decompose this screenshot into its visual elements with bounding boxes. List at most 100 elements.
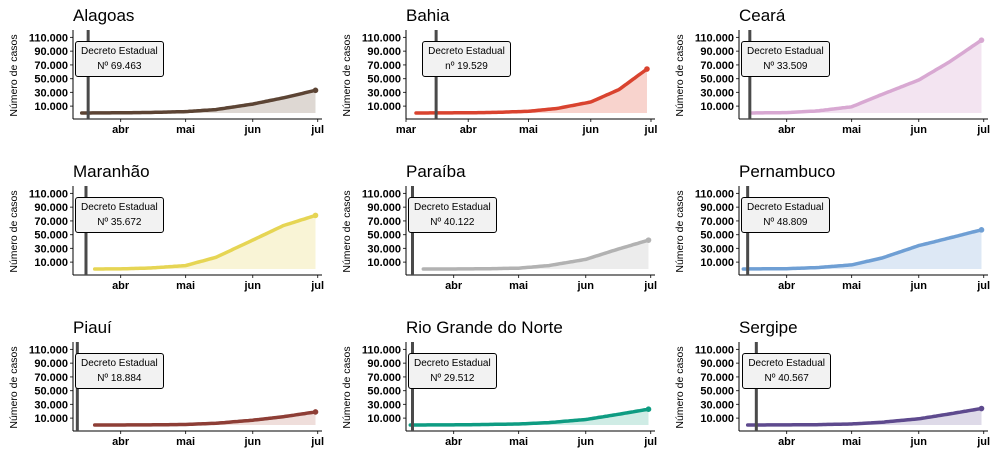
y-tick-label: 90.000 <box>700 46 734 58</box>
y-tick-label: 70.000 <box>367 216 401 228</box>
panel-title: Paraíba <box>406 162 466 181</box>
y-tick-label: 70.000 <box>700 216 734 228</box>
x-tick-label: abr <box>112 124 130 136</box>
decree-label: Decreto Estadual Nº 35.672 <box>75 197 164 233</box>
series-end-point <box>644 66 650 72</box>
series-end-point <box>978 227 985 233</box>
decree-label: Decreto Estadual Nº 18.884 <box>75 353 164 389</box>
decree-label: Decreto Estadual Nº 40.122 <box>408 197 497 233</box>
y-tick-label: 50.000 <box>700 386 734 398</box>
x-tick-label: jul <box>310 280 324 292</box>
x-tick-label: mai <box>842 436 861 448</box>
y-tick-label: 10.000 <box>700 413 734 425</box>
y-axis-label: Número de casos <box>674 346 686 428</box>
y-tick-label: 30.000 <box>700 399 734 411</box>
x-tick-label: mai <box>509 280 528 292</box>
y-tick-label: 110.000 <box>29 344 68 356</box>
y-tick-label: 10.000 <box>367 101 401 113</box>
y-tick-label: 50.000 <box>34 386 68 398</box>
decree-label: Decreto Estadual Nº 69.463 <box>75 41 164 77</box>
x-tick-label: mar <box>396 124 417 136</box>
x-tick-label: jul <box>644 124 658 136</box>
x-tick-label: jul <box>310 124 324 136</box>
x-tick-label: abr <box>112 436 130 448</box>
y-tick-label: 50.000 <box>34 230 68 242</box>
y-tick-label: 30.000 <box>367 243 401 255</box>
x-tick-label: abr <box>445 280 463 292</box>
x-tick-label: jun <box>909 280 927 292</box>
x-tick-label: abr <box>460 124 478 136</box>
y-tick-label: 90.000 <box>367 358 401 370</box>
panel-title: Piauí <box>73 318 112 337</box>
x-tick-label: mai <box>176 124 195 136</box>
y-tick-label: 90.000 <box>34 46 68 58</box>
panel-piaui: Piauí Número de casos 10.000 30.000 50.000 7… <box>0 312 332 468</box>
panel-title: Sergipe <box>739 318 798 337</box>
y-tick-label: 70.000 <box>700 60 734 72</box>
y-tick-label: 90.000 <box>367 46 401 58</box>
decree-number: Nº 40.567 <box>764 373 809 384</box>
y-tick-label: 30.000 <box>34 399 68 411</box>
x-tick-label: mai <box>519 124 538 136</box>
y-tick-label: 90.000 <box>34 202 68 214</box>
decree-number: Nº 18.884 <box>97 373 142 384</box>
x-tick-label: mai <box>842 280 861 292</box>
y-tick-label: 90.000 <box>367 202 401 214</box>
decree-number: nº 19.529 <box>445 61 488 72</box>
decree-number: Nº 35.672 <box>97 217 142 228</box>
y-axis-label: Número de casos <box>8 346 20 428</box>
decree-title: Decreto Estadual <box>81 202 158 213</box>
y-tick-label: 50.000 <box>700 230 734 242</box>
x-tick-label: jun <box>581 124 599 136</box>
y-tick-label: 50.000 <box>367 230 401 242</box>
series-line <box>750 38 984 115</box>
y-tick-label: 50.000 <box>367 74 401 86</box>
decree-number: Nº 29.512 <box>430 373 475 384</box>
x-tick-label: jul <box>310 436 324 448</box>
y-tick-label: 110.000 <box>362 32 401 44</box>
series-area <box>410 409 649 425</box>
series-area <box>747 408 982 425</box>
series-area <box>94 215 316 269</box>
panel-sergipe: Sergipe Número de casos 10.000 30.000 50.00… <box>666 312 998 468</box>
panel-maranhao: Maranhão Número de casos 10.000 30.000 50.0… <box>0 156 332 312</box>
decree-number: Nº 33.509 <box>763 61 808 72</box>
decree-number: Nº 40.122 <box>430 217 475 228</box>
decree-number: Nº 69.463 <box>97 61 142 72</box>
x-tick-label: jun <box>243 124 261 136</box>
panel-alagoas: Alagoas Número de casos 10.000 30.000 50.00… <box>0 0 332 156</box>
panel-title: Bahia <box>406 6 450 25</box>
y-tick-label: 30.000 <box>700 87 734 99</box>
panel-paraiba: Paraíba Número de casos 10.000 30.000 50.00… <box>333 156 665 312</box>
series-line <box>79 88 318 115</box>
x-tick-label: jul <box>643 280 657 292</box>
decree-title: Decreto Estadual <box>81 46 158 57</box>
x-tick-label: jun <box>909 436 927 448</box>
y-tick-label: 90.000 <box>700 358 734 370</box>
series-end-point <box>645 237 652 243</box>
decree-title: Decreto Estadual <box>414 202 491 213</box>
x-tick-label: jun <box>243 436 261 448</box>
y-tick-label: 70.000 <box>700 372 734 384</box>
y-tick-label: 10.000 <box>367 257 401 269</box>
y-tick-label: 10.000 <box>700 101 734 113</box>
x-tick-label: abr <box>778 124 796 136</box>
series-line <box>421 238 651 271</box>
y-tick-label: 110.000 <box>29 32 68 44</box>
series-area <box>94 411 316 425</box>
y-tick-label: 110.000 <box>362 188 401 200</box>
y-tick-label: 50.000 <box>34 74 68 86</box>
y-tick-label: 10.000 <box>700 257 734 269</box>
panel-title: Pernambuco <box>739 162 836 181</box>
panel-title: Ceará <box>739 6 786 25</box>
y-axis-label: Número de casos <box>8 190 20 272</box>
